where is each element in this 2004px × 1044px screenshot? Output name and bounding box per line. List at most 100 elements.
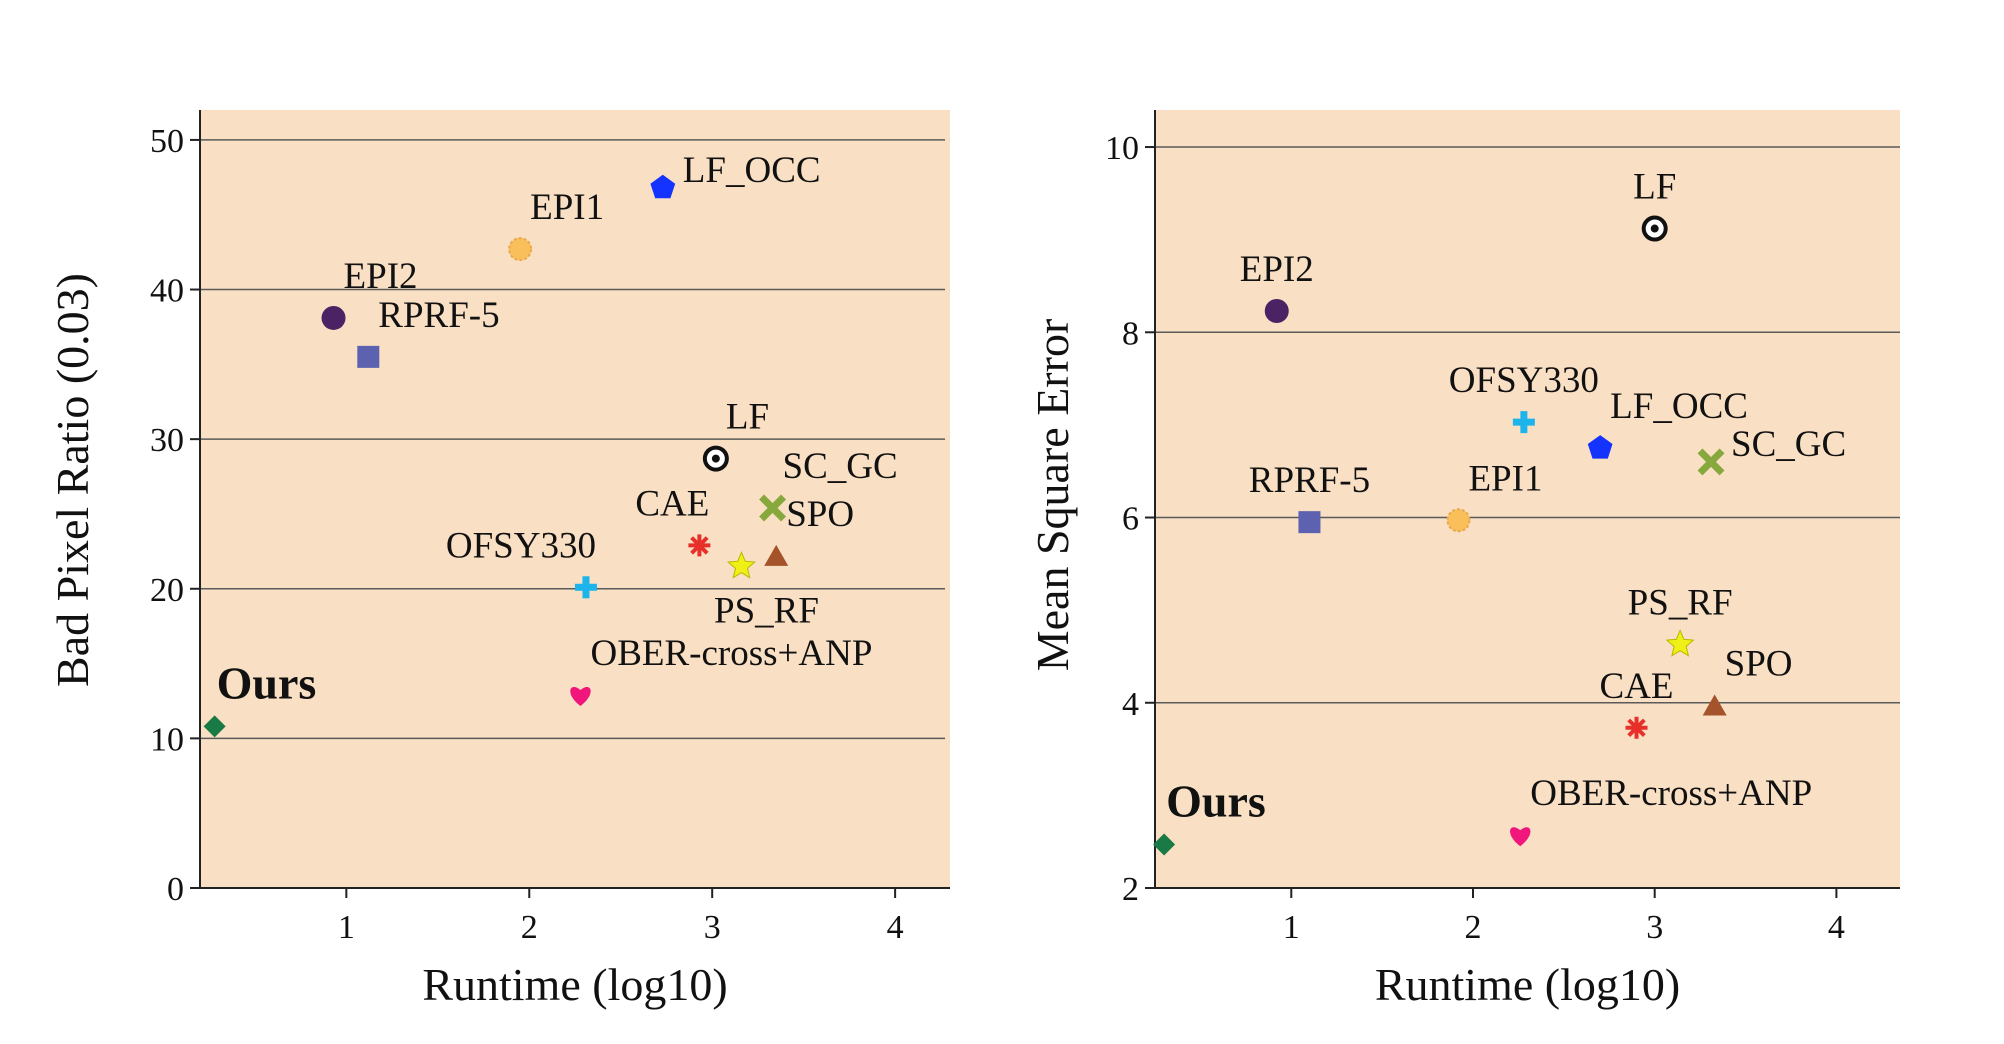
point-marker-pentagon	[650, 174, 676, 199]
x-axis-title: Runtime (log10)	[1375, 959, 1680, 1010]
data-point: CAE	[635, 483, 711, 557]
point-label: RPRF-5	[378, 295, 499, 336]
x-tick-label: 2	[1464, 909, 1481, 946]
point-marker-x	[759, 494, 787, 522]
point-label: EPI2	[1240, 249, 1314, 290]
data-point: OFSY330	[446, 525, 597, 599]
point-marker-pentagon	[1587, 435, 1613, 459]
point-label: LF	[726, 397, 769, 438]
point-label: EPI1	[530, 187, 604, 228]
point-marker-star	[726, 550, 757, 579]
point-marker-circle	[321, 305, 346, 330]
point-label: EPI2	[344, 256, 418, 297]
point-marker-heart	[570, 686, 591, 706]
point-label: Ours	[217, 657, 317, 708]
x-tick-label: 1	[1283, 909, 1300, 946]
data-point: SPO	[764, 494, 854, 566]
point-label: CAE	[1600, 666, 1674, 707]
x-tick-label: 2	[521, 909, 538, 946]
point-label: SC_GC	[783, 446, 898, 487]
point-marker-asterisk	[1625, 716, 1648, 739]
point-label: OBER-cross+ANP	[590, 633, 872, 674]
plot-background	[1155, 110, 1900, 888]
point-marker-heart	[1510, 827, 1531, 847]
point-label: LF_OCC	[683, 150, 821, 191]
data-point: Ours	[203, 657, 317, 738]
point-label: LF_OCC	[1610, 386, 1748, 427]
point-label: SPO	[1725, 644, 1793, 685]
point-marker-asterisk	[688, 534, 711, 557]
data-point: EPI2	[1240, 249, 1314, 323]
point-label: OFSY330	[446, 525, 596, 566]
data-point: SC_GC	[759, 446, 898, 522]
x-tick-label: 4	[1828, 909, 1845, 946]
y-tick-label: 8	[1122, 315, 1139, 352]
point-label: PS_RF	[714, 590, 819, 631]
y-tick-label: 2	[1122, 871, 1139, 908]
data-point: EPI2	[321, 256, 418, 330]
point-label: LF	[1633, 167, 1676, 208]
point-marker-circle	[1264, 298, 1289, 323]
data-point: OFSY330	[1449, 360, 1599, 434]
data-point: LF_OCC	[650, 150, 821, 199]
data-point: EPI1	[508, 187, 604, 262]
point-label: RPRF-5	[1249, 460, 1370, 501]
data-point: SPO	[1702, 644, 1793, 716]
y-tick-label: 6	[1122, 501, 1139, 538]
data-point: OBER-cross+ANP	[1510, 773, 1812, 847]
data-point: RPRF-5	[357, 295, 500, 368]
plot-background	[200, 110, 950, 888]
point-label: Ours	[1166, 775, 1266, 826]
y-tick-label: 30	[150, 422, 184, 459]
point-label: CAE	[635, 483, 709, 524]
y-axis-title: Mean Square Error	[1027, 319, 1078, 672]
data-point: PS_RF	[714, 550, 819, 631]
point-marker-sun	[508, 237, 533, 262]
point-label: EPI1	[1468, 458, 1542, 499]
point-marker-triangle	[1702, 694, 1727, 716]
x-tick-label: 4	[887, 909, 904, 946]
point-label: OBER-cross+ANP	[1530, 773, 1812, 814]
data-point: LF	[1633, 167, 1676, 242]
point-marker-diamond	[203, 715, 226, 738]
point-marker-triangle	[764, 544, 789, 566]
data-point: OBER-cross+ANP	[570, 633, 872, 706]
data-point: CAE	[1600, 666, 1674, 739]
y-tick-label: 40	[150, 273, 184, 310]
point-marker-bullseye	[1641, 215, 1668, 242]
data-point: SC_GC	[1697, 424, 1846, 476]
y-tick-label: 0	[167, 871, 184, 908]
y-axis-title: Bad Pixel Ratio (0.03)	[47, 273, 98, 687]
data-point: EPI1	[1446, 458, 1542, 533]
x-tick-label: 1	[338, 909, 355, 946]
y-tick-label: 20	[150, 572, 184, 609]
x-tick-label: 3	[704, 909, 721, 946]
data-point: PS_RF	[1628, 582, 1733, 657]
x-tick-label: 3	[1646, 909, 1663, 946]
y-tick-label: 10	[1105, 130, 1139, 167]
point-marker-star	[1665, 629, 1695, 657]
point-marker-x	[1697, 448, 1725, 476]
point-label: PS_RF	[1628, 582, 1733, 623]
y-tick-label: 4	[1122, 686, 1139, 723]
data-point: LF_OCC	[1587, 386, 1748, 459]
y-tick-label: 10	[150, 721, 184, 758]
point-marker-diamond	[1153, 833, 1176, 856]
point-marker-bullseye	[702, 445, 729, 472]
point-label: OFSY330	[1449, 360, 1599, 401]
point-label: SPO	[786, 494, 854, 535]
y-tick-label: 50	[150, 123, 184, 160]
point-label: SC_GC	[1731, 424, 1846, 465]
data-point: LF	[702, 397, 769, 472]
point-marker-sun	[1446, 508, 1471, 533]
point-marker-square	[1298, 511, 1321, 534]
point-marker-plus	[574, 576, 597, 599]
point-marker-plus	[1512, 411, 1535, 434]
x-axis-title: Runtime (log10)	[422, 959, 727, 1010]
point-marker-square	[357, 345, 380, 368]
data-point: Ours	[1153, 775, 1266, 856]
data-point: RPRF-5	[1249, 460, 1370, 534]
left-scatter-panel: 0 10 20 30 40 50 1 2 3 4 Runtime (log10) Bad Pixel …	[47, 110, 950, 1010]
